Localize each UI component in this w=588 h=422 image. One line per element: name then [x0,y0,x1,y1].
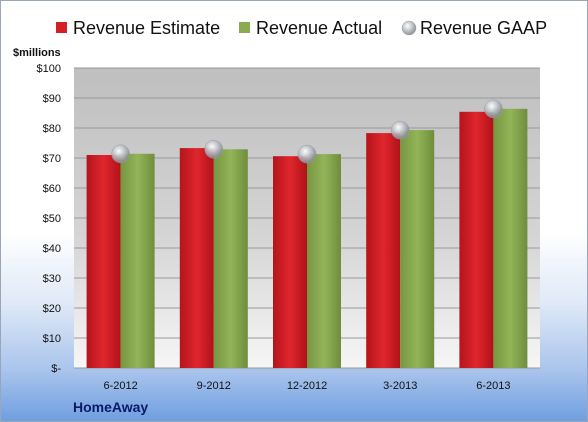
bar-revenue-estimate [366,133,401,368]
bar-revenue-actual [120,153,155,368]
y-tick-label: $50 [43,213,61,225]
x-tick-label: 12-2012 [287,380,327,392]
marker-revenue-gaap [297,144,317,164]
legend-label: Revenue Actual [256,18,382,38]
y-tick-label: $10 [43,333,61,345]
bar-revenue-estimate [179,148,214,368]
legend-label: Revenue Estimate [73,18,220,38]
company-name: HomeAway [73,399,149,415]
x-tick-label: 3-2013 [383,380,417,392]
y-tick-label: $100 [37,63,61,75]
legend: Revenue Estimate Revenue Actual Revenue GA… [56,18,547,38]
y-tick-label: $30 [43,273,61,285]
bar-revenue-actual [400,130,435,368]
y-tick-label: $20 [43,303,61,315]
marker-revenue-gaap [484,99,503,119]
marker-revenue-gaap [111,144,130,164]
bars [86,108,528,369]
y-axis-unit: $millions [13,47,61,59]
y-tick-label: $90 [43,93,61,105]
bar-revenue-actual [493,108,528,369]
bar-revenue-actual [213,149,248,368]
x-axis-labels: 6-2012 9-2012 12-2012 3-2013 6-2013 [103,380,510,392]
y-axis-labels: $- $10 $20 $30 $40 $50 $60 $70 $80 $90 $100 [37,63,62,375]
x-tick-label: 9-2012 [197,380,231,392]
legend-swatch [56,22,67,33]
marker-revenue-gaap [204,140,224,159]
gaap-markers [111,99,503,164]
bar-revenue-estimate [86,155,121,368]
bar-revenue-estimate [459,111,494,369]
legend-swatch [401,20,417,36]
bar-revenue-estimate [273,156,307,368]
y-tick-label: $40 [43,243,61,255]
bar-revenue-actual [307,154,341,368]
y-tick-label: $- [51,363,61,375]
y-tick-label: $60 [43,183,61,195]
legend-swatch [239,22,250,33]
marker-revenue-gaap [390,120,410,140]
y-tick-label: $80 [43,123,61,135]
x-tick-label: 6-2013 [476,380,510,392]
x-tick-label: 6-2012 [103,380,137,392]
y-tick-label: $70 [43,153,61,165]
legend-label: Revenue GAAP [420,18,547,38]
